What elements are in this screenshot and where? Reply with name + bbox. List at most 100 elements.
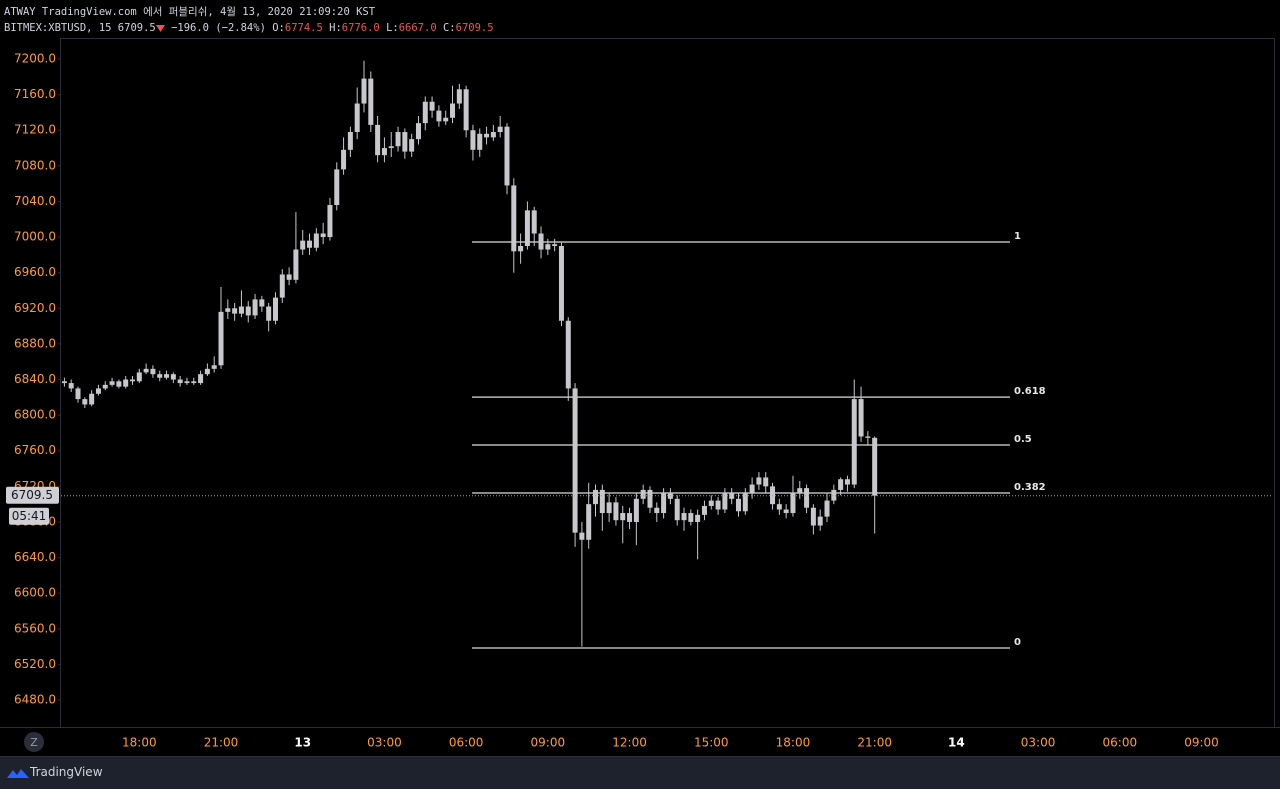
candle-body xyxy=(627,513,633,522)
open-value: 6774.5 xyxy=(284,22,323,34)
candle-body xyxy=(661,493,667,514)
x-tick-label: 06:00 xyxy=(449,736,484,750)
y-tick-label: 7200.0 xyxy=(14,52,56,66)
down-arrow xyxy=(155,25,165,32)
y-tick-label: 6520.0 xyxy=(14,657,56,671)
candle-body xyxy=(463,89,469,131)
y-tick-label: 7000.0 xyxy=(14,230,56,244)
zoom-button[interactable]: Z xyxy=(24,732,44,752)
zoom-button-bg[interactable] xyxy=(24,732,44,752)
candle-body xyxy=(191,381,197,384)
candle-body xyxy=(238,306,244,314)
candle-body xyxy=(674,498,680,521)
candle-body xyxy=(640,489,646,499)
candle-body xyxy=(749,484,755,494)
candle-body xyxy=(838,479,844,490)
high-value: 6776.0 xyxy=(341,22,380,34)
candle-body xyxy=(443,117,449,122)
candle-body xyxy=(763,477,769,487)
candle-body xyxy=(490,132,496,138)
x-tick-label: 03:00 xyxy=(1021,736,1056,750)
candle-body xyxy=(817,516,823,526)
candle-body xyxy=(558,245,564,321)
candle-body xyxy=(143,368,149,373)
candle-body xyxy=(422,101,428,124)
high-label: H: xyxy=(329,22,342,34)
candle-body xyxy=(375,124,381,156)
brand[interactable]: TradingView xyxy=(30,765,103,779)
fib-level-label: 1 xyxy=(1014,231,1021,242)
candle-body xyxy=(633,498,639,522)
x-tick-label: 15:00 xyxy=(694,736,729,750)
brand-logo[interactable] xyxy=(6,766,30,780)
last-price: 6709.5 xyxy=(117,22,156,34)
candle-body xyxy=(279,274,285,298)
candle-body xyxy=(102,384,108,389)
candle-body xyxy=(293,249,299,280)
x-tick-label: 06:00 xyxy=(1103,736,1138,750)
fib-retracement: 1 0.618 0.5 0.382 0 xyxy=(472,231,1046,649)
candle-body xyxy=(177,379,183,384)
candle-body xyxy=(735,498,741,512)
countdown-box xyxy=(9,507,49,525)
candle-body xyxy=(470,130,476,150)
x-tick-label: 09:00 xyxy=(531,736,566,750)
plot-frame xyxy=(60,38,1275,728)
x-tick-label: 21:00 xyxy=(857,736,892,750)
candle-body xyxy=(647,489,653,508)
candle-body xyxy=(204,368,210,375)
y-tick-label: 6760.0 xyxy=(14,443,56,457)
fib-level-label: 0.618 xyxy=(1014,386,1046,397)
close-label: C: xyxy=(442,22,456,34)
candle-body xyxy=(307,240,313,248)
candle-body xyxy=(266,306,272,321)
y-tick-label: 6920.0 xyxy=(14,301,56,315)
candle-body xyxy=(606,502,612,514)
candle-body xyxy=(225,308,231,312)
candle-body xyxy=(511,185,517,252)
candle-body xyxy=(402,132,408,152)
last-price-label: 6709.5 xyxy=(11,488,53,502)
candle-body xyxy=(504,126,510,186)
candle-body xyxy=(565,320,571,389)
candle-body xyxy=(436,110,442,122)
candle-body xyxy=(347,132,353,150)
candle-body xyxy=(157,374,163,378)
candle-body xyxy=(82,399,88,405)
y-tick-label: 6560.0 xyxy=(14,621,56,635)
candle-body xyxy=(538,233,544,250)
candle-body xyxy=(620,513,626,521)
candle-body xyxy=(593,489,599,505)
candle-body xyxy=(613,502,619,521)
candle-body xyxy=(409,139,415,152)
candle-body xyxy=(164,374,170,378)
candle-body xyxy=(831,489,837,501)
candle-body xyxy=(123,379,129,387)
candle-body xyxy=(429,101,435,111)
candle-body xyxy=(327,205,333,238)
x-tick-label: 09:00 xyxy=(1184,736,1219,750)
candle-body xyxy=(129,379,135,382)
quote-line: BITMEX:XBTUSD, 15 6709.5 −196.0 (−2.84%)… xyxy=(4,20,494,36)
candle-body xyxy=(68,383,74,389)
down-arrow-shape xyxy=(155,25,165,32)
y-tick-label: 7160.0 xyxy=(14,87,56,101)
publisher-line: ATWAY TradingView.com 에서 퍼블리쉬, 4월 13, 20… xyxy=(4,6,376,18)
candle-body xyxy=(61,381,67,384)
candle-body xyxy=(810,507,816,526)
x-tick-label: 13 xyxy=(294,736,311,750)
candle-body xyxy=(272,297,278,321)
zoom-button-label[interactable]: Z xyxy=(30,736,38,749)
brand-logo-shape[interactable] xyxy=(7,769,29,778)
countdown-label: 05:41 xyxy=(12,509,47,523)
candle-body xyxy=(654,507,660,514)
candle-body xyxy=(218,311,224,366)
candle-body xyxy=(415,123,421,140)
candle-body xyxy=(695,514,701,522)
y-tick-label: 6600.0 xyxy=(14,586,56,600)
candle-body xyxy=(313,233,319,248)
candle-body xyxy=(320,233,326,238)
candle-body xyxy=(484,133,490,138)
x-tick-label: 14 xyxy=(948,736,965,750)
